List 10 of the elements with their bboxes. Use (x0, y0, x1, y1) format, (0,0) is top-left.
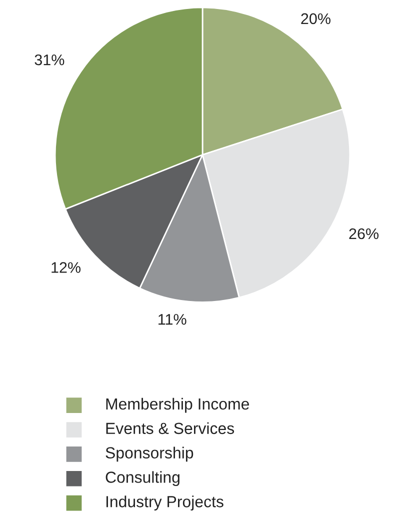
legend-label: Sponsorship (106, 446, 194, 462)
data-label: 26% (349, 228, 379, 240)
legend-label: Consulting (106, 471, 180, 486)
legend-label: Events & Services (106, 422, 234, 434)
data-label: 31% (34, 54, 64, 66)
data-label: 11% (158, 314, 186, 325)
data-label: 12% (52, 262, 81, 273)
data-label: 20% (301, 13, 330, 24)
legend-label: Membership Income (106, 398, 249, 413)
legend-label: Industry Projects (106, 496, 224, 510)
